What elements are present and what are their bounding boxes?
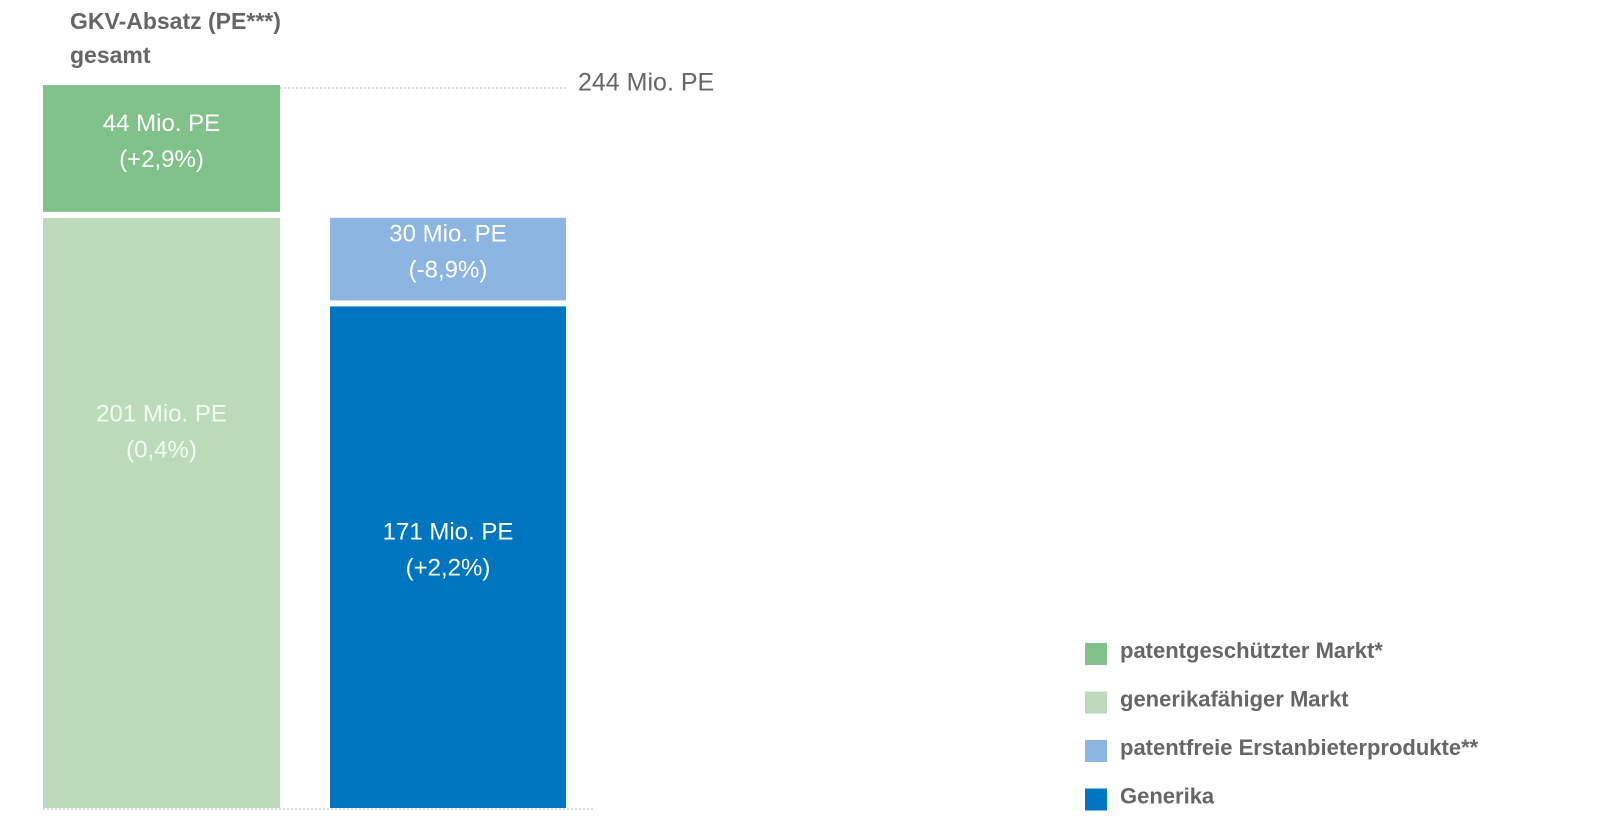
- value-label: 30 Mio. PE: [389, 220, 506, 247]
- legend-swatch: [1085, 691, 1107, 714]
- category-label: GKV-Absatz (PE***) gesamt: [70, 8, 281, 68]
- change-label: (+2,9%): [119, 146, 204, 173]
- bar-segment: [43, 217, 280, 808]
- legend-swatch: [1085, 788, 1107, 811]
- total-label: 244 Mio. PE: [578, 69, 714, 97]
- value-label: 201 Mio. PE: [96, 400, 227, 427]
- legend-swatch: [1085, 643, 1107, 665]
- value-label: 44 Mio. PE: [103, 110, 220, 137]
- change-label: (+2,2%): [406, 555, 491, 582]
- change-label: (0,4%): [126, 436, 197, 463]
- bar-segment: [330, 217, 566, 301]
- legend-label: patentfreie Erstanbieterprodukte**: [1120, 735, 1479, 760]
- legend-swatch: [1085, 740, 1107, 762]
- bar-segment: [330, 306, 566, 808]
- change-label: (-8,9%): [409, 256, 488, 283]
- legend-label: patentgeschützter Markt*: [1120, 638, 1383, 663]
- bar-segment: [43, 85, 280, 212]
- value-label: 171 Mio. PE: [383, 519, 514, 546]
- legend-label: Generika: [1120, 783, 1215, 808]
- legend-label: generikafähiger Markt: [1120, 686, 1349, 711]
